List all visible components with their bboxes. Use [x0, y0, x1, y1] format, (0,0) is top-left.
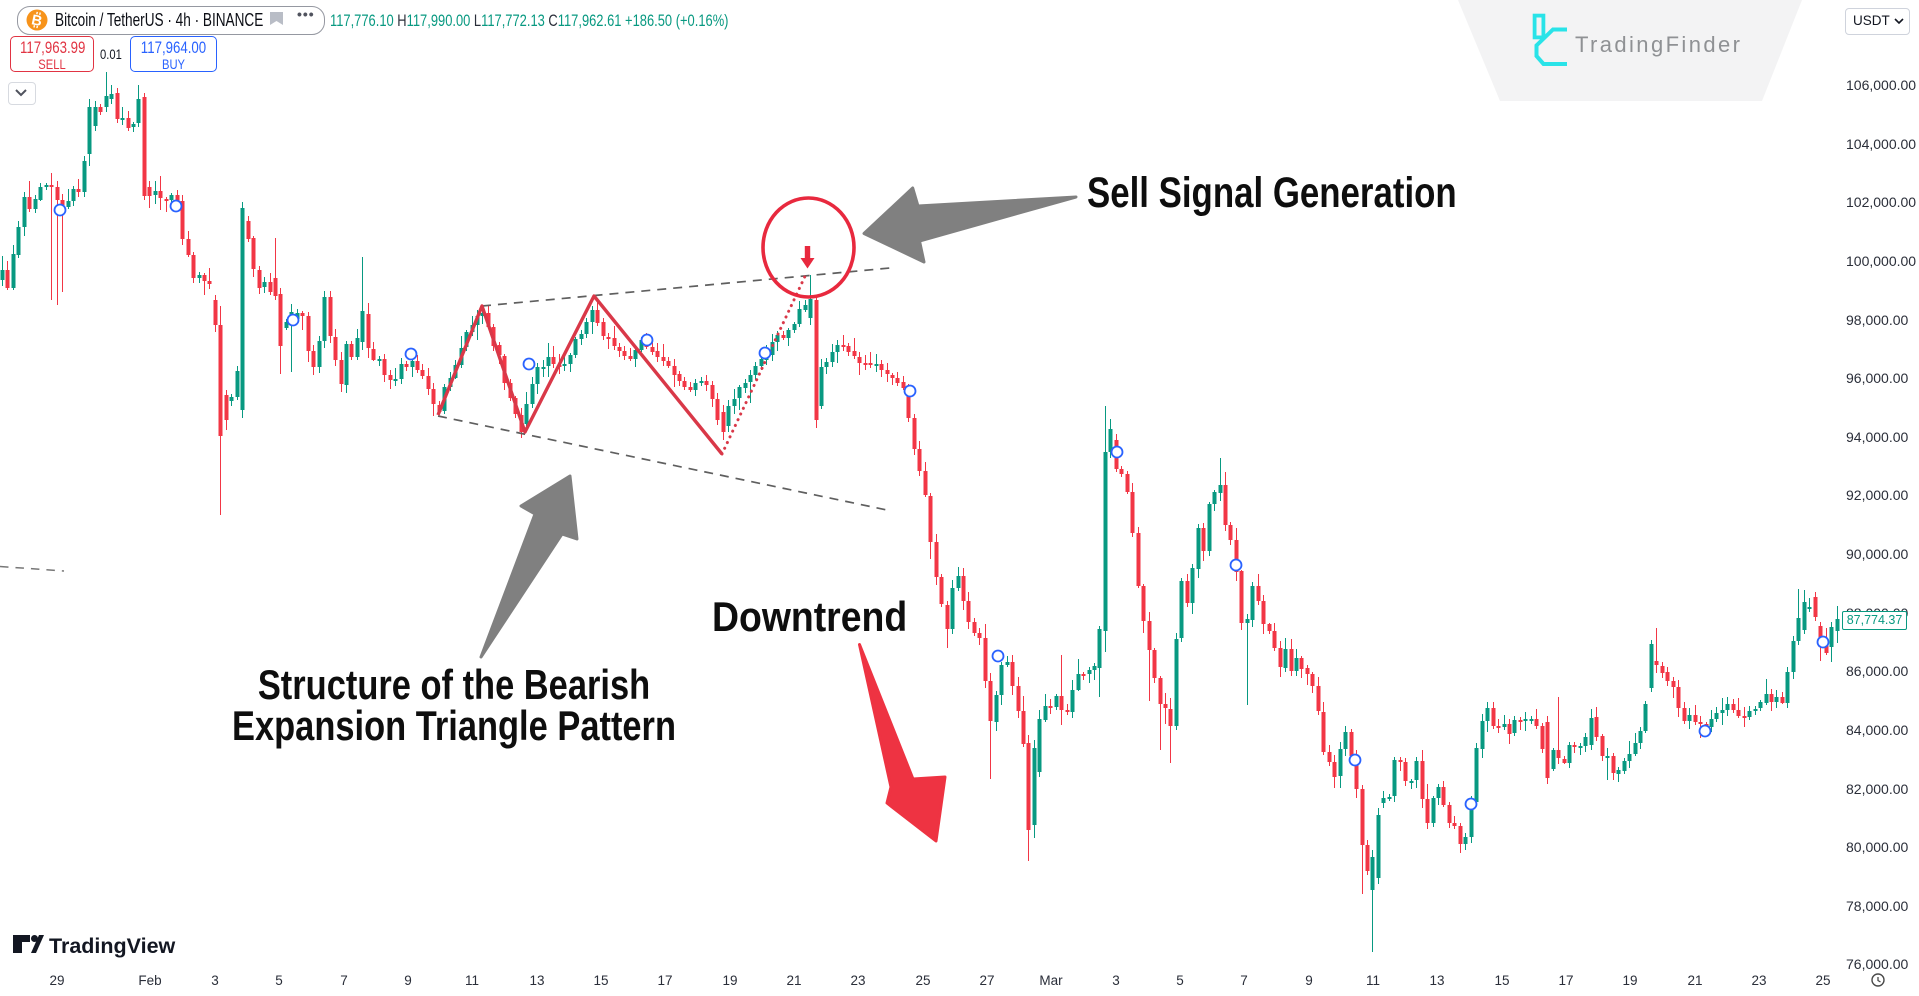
- svg-text:B: B: [30, 12, 44, 30]
- svg-text:TradingView: TradingView: [49, 934, 176, 958]
- svg-text:TradingFinder: TradingFinder: [1575, 32, 1742, 57]
